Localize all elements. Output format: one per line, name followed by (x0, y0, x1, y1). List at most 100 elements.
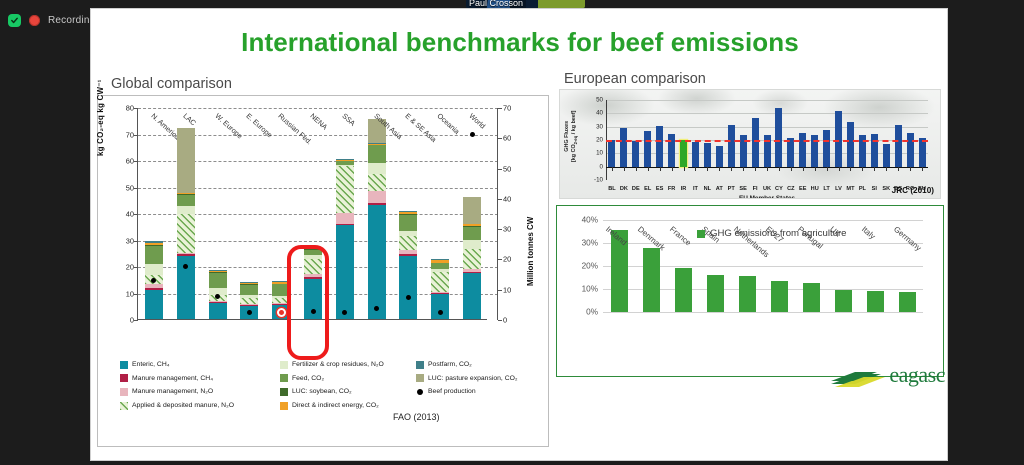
jrc-bar[interactable] (882, 143, 890, 167)
global-bar-segment (272, 283, 291, 285)
jrc-bar[interactable] (691, 142, 699, 167)
jrc-bar[interactable] (870, 133, 878, 167)
legend-swatch (280, 387, 288, 396)
recording-indicator: Recording (8, 14, 95, 27)
global-bar-column[interactable]: E. Europe (240, 107, 275, 319)
participant-video-tile[interactable]: Paul Crosson (466, 0, 585, 8)
global-bar-segment (208, 302, 227, 304)
legend-item: Direct & indirect energy, CO₂ (280, 399, 384, 413)
global-bar-column[interactable]: SSA (335, 107, 357, 319)
global-y2-tick-mark (498, 229, 502, 231)
jrc-bar[interactable] (811, 135, 819, 167)
global-y-tick: 0 (129, 315, 134, 325)
global-y2-tick: 10 (503, 285, 512, 295)
global-bar-column[interactable]: South Asia (367, 107, 404, 319)
legend-item: Applied & deposited manure, N₂O (120, 399, 234, 413)
jrc-bar[interactable] (644, 131, 652, 167)
legend-item: Beef production (416, 385, 518, 399)
jrc-bar[interactable] (799, 132, 807, 167)
beef-production-marker (246, 310, 252, 316)
jrc-bar[interactable] (894, 124, 902, 167)
global-bar-segment (176, 254, 195, 256)
global-bar-segment (399, 235, 418, 250)
jrc-bar[interactable] (656, 126, 664, 167)
global-bar-segment (399, 230, 418, 236)
jrc-bar[interactable] (846, 121, 854, 167)
global-y2-tick: 20 (503, 254, 512, 264)
global-x-tick: SSA (340, 111, 357, 128)
ghg-bar[interactable] (898, 292, 916, 312)
jrc-bar[interactable] (906, 132, 914, 167)
global-bar-segment (367, 143, 386, 145)
global-bar-column[interactable]: Oceania (431, 107, 462, 319)
jrc-bar[interactable] (775, 108, 783, 167)
legend-swatch (280, 374, 288, 383)
highlight-box-w-europe (287, 245, 329, 360)
global-y-tick: 70 (125, 130, 134, 139)
global-y2-tick: 60 (503, 133, 512, 143)
jrc-bar[interactable] (620, 128, 628, 167)
global-comparison-chart: kg CO₂-eq kg CW⁻¹ Million tonnes CW 0 10 2… (96, 79, 549, 447)
global-bar-column[interactable]: E & SE Asia (399, 107, 439, 319)
jrc-bar[interactable] (608, 140, 616, 167)
global-bar-segment (240, 283, 259, 285)
global-bar-segment (240, 284, 259, 295)
global-bar-segment (304, 255, 322, 260)
jrc-bar[interactable] (739, 134, 747, 167)
ghg-bar[interactable] (642, 247, 660, 312)
jrc-bar[interactable] (703, 143, 711, 167)
global-bar-segment (304, 273, 322, 278)
jrc-x-tick-mark (886, 166, 888, 171)
ghg-bar[interactable] (866, 291, 884, 312)
global-y2-tick: 0 (503, 315, 508, 325)
global-bar-column[interactable]: W. Europe (208, 107, 244, 319)
jrc-bar[interactable] (763, 134, 771, 167)
global-y-axis-label: kg CO₂-eq kg CW⁻¹ (96, 79, 105, 156)
global-bar-segment (176, 214, 195, 253)
jrc-bar[interactable] (823, 130, 831, 167)
jrc-x-tick-mark (611, 166, 613, 171)
jrc-bar[interactable] (918, 137, 926, 167)
ghg-bar[interactable] (738, 276, 756, 312)
global-y-tick: 10 (125, 289, 134, 298)
jrc-bar[interactable] (668, 134, 676, 167)
jrc-x-tick-mark (814, 166, 816, 171)
recording-label: Recording (48, 15, 96, 26)
global-bar-column[interactable]: LAC (176, 107, 198, 319)
ghg-bar[interactable] (834, 290, 852, 312)
global-bar-segment (144, 245, 163, 247)
gridline (138, 214, 498, 215)
jrc-x-tick: BG (893, 186, 903, 192)
beef-production-marker (215, 293, 221, 299)
ghg-bar[interactable] (610, 230, 628, 312)
beef-production-marker (310, 308, 316, 314)
global-y2-tick-mark (498, 138, 502, 140)
jrc-bar[interactable] (632, 141, 640, 167)
jrc-bar[interactable] (835, 111, 843, 167)
jrc-bar[interactable] (858, 134, 866, 167)
ghg-bar[interactable] (706, 275, 724, 312)
jrc-bar[interactable] (751, 118, 759, 167)
jrc-bar[interactable] (680, 139, 688, 167)
jrc-x-tick: CZ (787, 186, 795, 192)
legend-label: LUC: pasture expansion, CO₂ (428, 374, 518, 382)
global-bar-column[interactable]: NENA (304, 107, 329, 319)
global-bar-column[interactable]: World (463, 107, 487, 319)
jrc-bar[interactable] (787, 138, 795, 167)
global-bar-segment (176, 252, 195, 255)
global-bar-segment (463, 239, 482, 249)
global-bar-column[interactable]: Russian Fed. (272, 107, 314, 319)
legend-label: Fertilizer & crop residues, N₂O (292, 361, 384, 369)
global-bar-segment (431, 259, 450, 263)
jrc-bar[interactable] (715, 145, 723, 167)
jrc-x-tick: UK (762, 186, 772, 192)
ghg-bar[interactable] (770, 281, 788, 312)
jrc-bar[interactable] (727, 125, 735, 167)
global-bar-column[interactable]: N. America (144, 107, 182, 319)
ghg-bar[interactable] (674, 267, 692, 312)
legend-swatch (280, 360, 288, 369)
ghg-bar[interactable] (802, 282, 820, 312)
jrc-x-tick-mark (755, 166, 757, 171)
beef-production-marker (374, 305, 380, 311)
legend-item: Feed, CO₂ (280, 372, 384, 386)
